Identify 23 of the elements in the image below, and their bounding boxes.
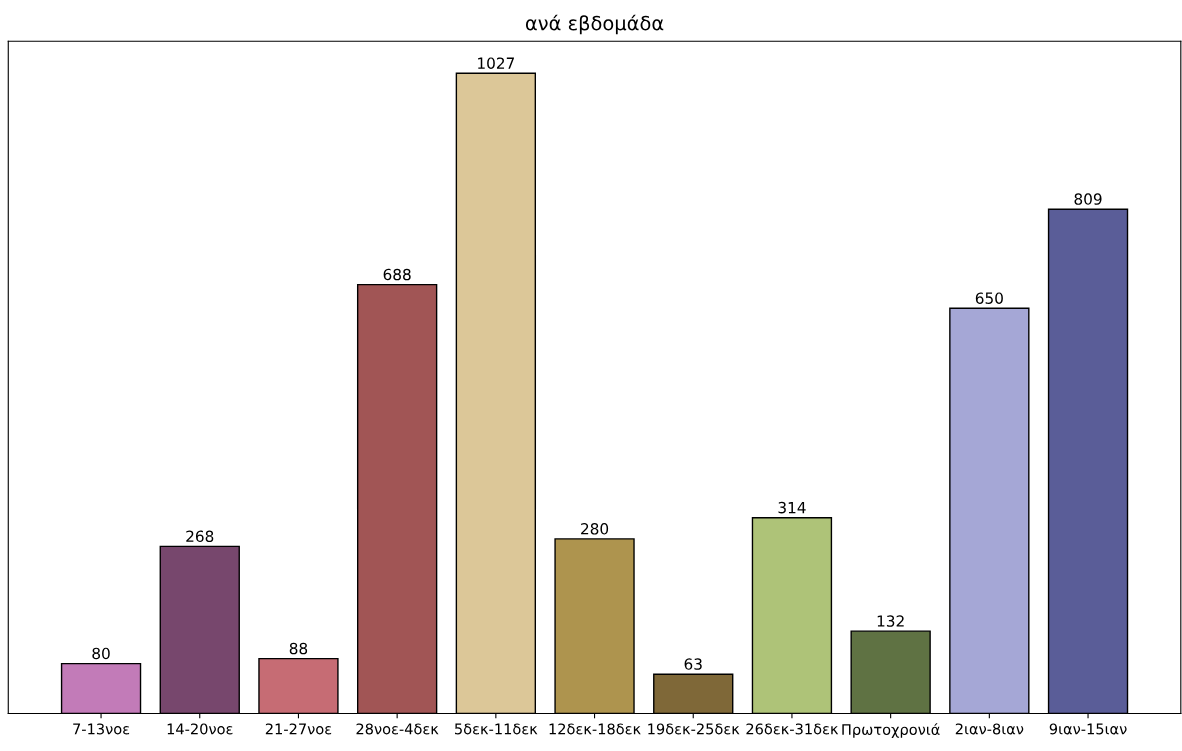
- x-tick-label: 9ιαν-15ιαν: [1049, 723, 1127, 735]
- data-label: 688: [383, 268, 411, 281]
- x-tick-label: 19δεκ-25δεκ: [648, 723, 740, 735]
- x-tick-label: 28νοε-4δεκ: [356, 723, 439, 735]
- data-label: 1027: [478, 57, 514, 69]
- x-tick-label: 5δεκ-11δεκ: [455, 723, 538, 735]
- data-label: 63: [684, 658, 702, 670]
- data-label: 268: [186, 530, 214, 543]
- data-label: 650: [975, 292, 1003, 304]
- data-label: 809: [1074, 193, 1102, 205]
- x-tick-label: 14-20νοε: [167, 723, 233, 735]
- data-label: 280: [581, 523, 609, 535]
- x-tick-label: 12δεκ-18δεκ: [549, 723, 641, 735]
- data-label: 132: [877, 615, 904, 627]
- x-tick-label: 7-13νοε: [73, 723, 130, 735]
- x-tick-label: 26δεκ-31δεκ: [746, 723, 839, 735]
- x-tick-label: 2ιαν-8ιαν: [955, 723, 1024, 735]
- x-tick-label: Πρωτοχρονιά: [842, 723, 940, 738]
- data-label: 88: [289, 642, 308, 655]
- x-tick-label: 21-27νοε: [265, 723, 332, 735]
- data-label: 80: [92, 647, 110, 660]
- data-label: 314: [778, 501, 806, 514]
- chart-title: ανά εβδομάδα: [525, 14, 664, 35]
